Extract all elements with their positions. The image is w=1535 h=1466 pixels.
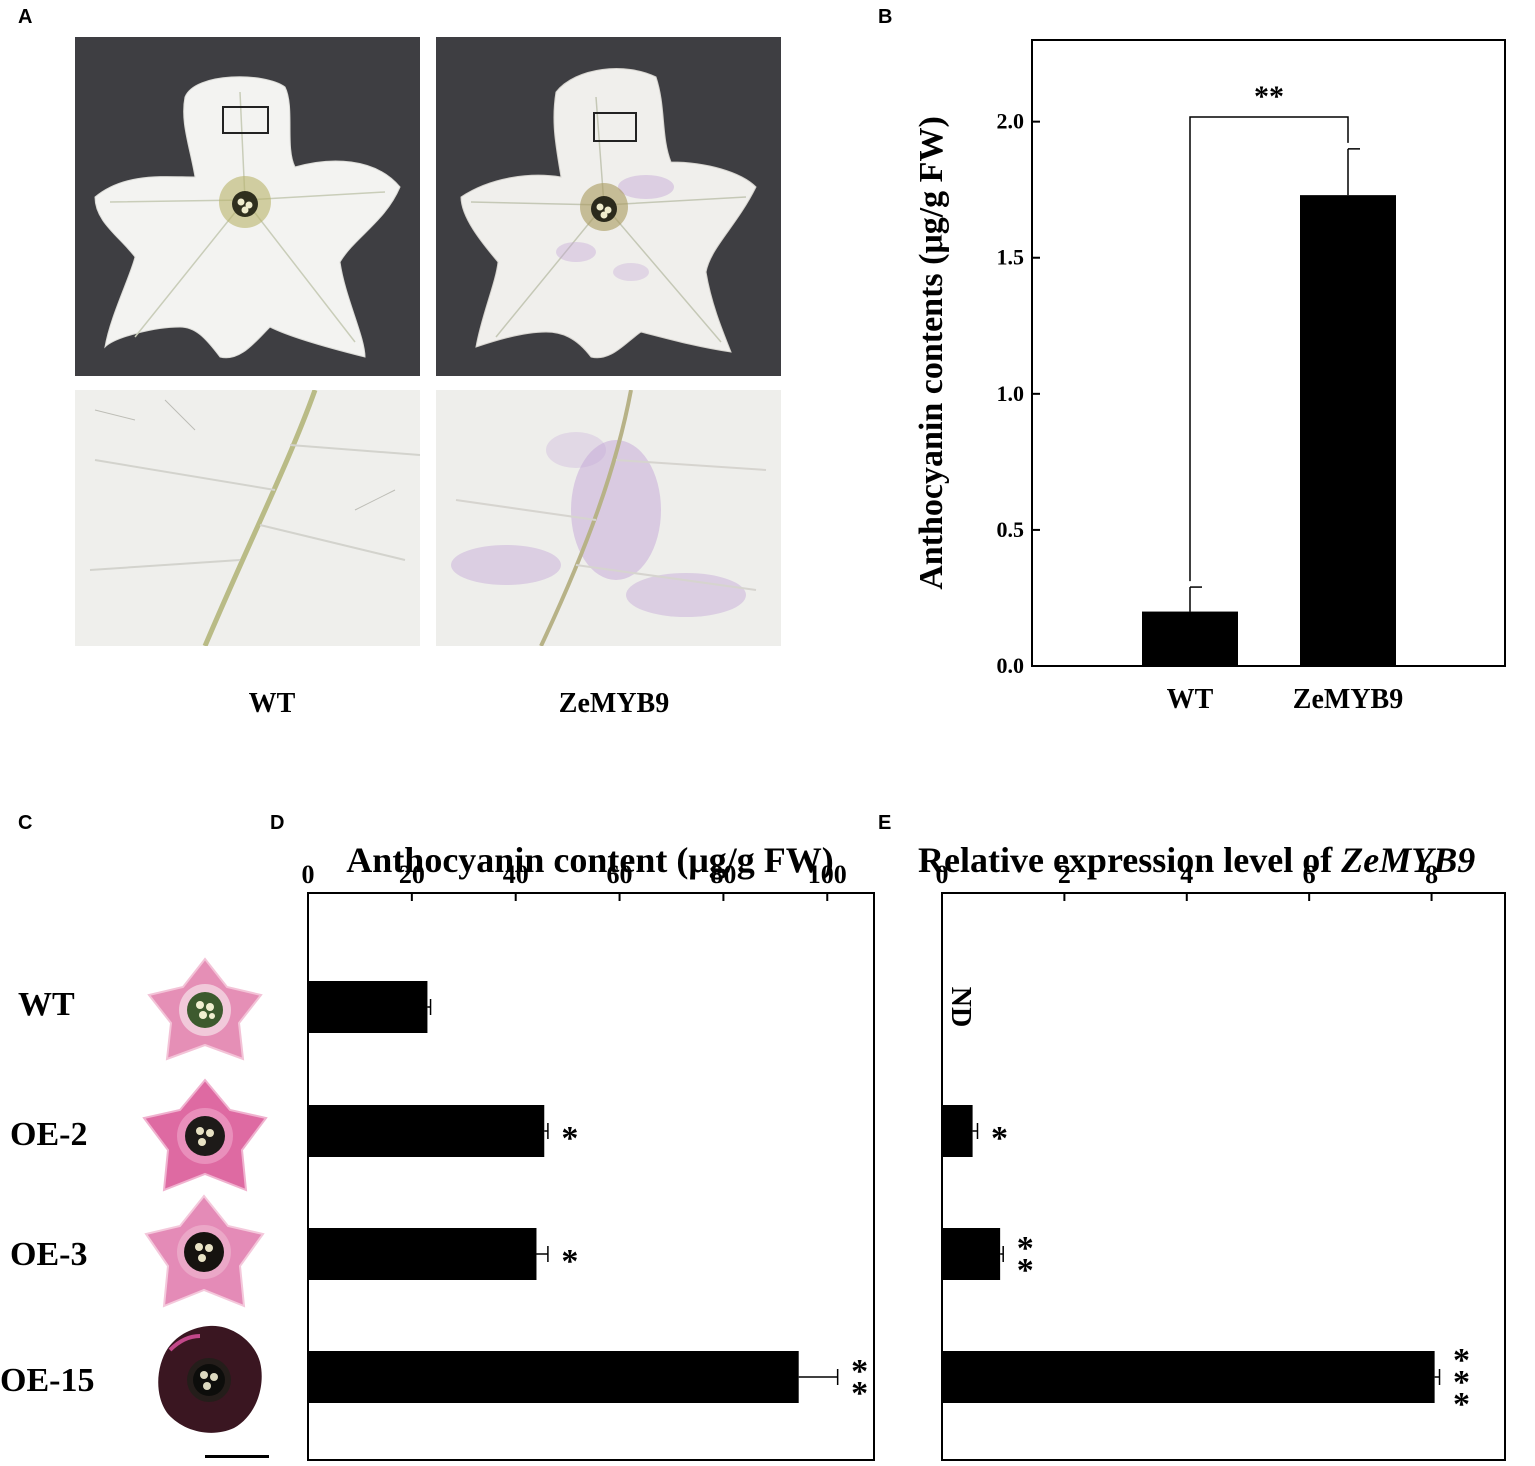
chart-b-significance: ** xyxy=(1254,80,1284,113)
row-label-oe-3: OE-3 xyxy=(10,1236,88,1273)
wt-petal-closeup-photo xyxy=(75,390,420,646)
caption-zemyb9: ZeMYB9 xyxy=(558,688,670,719)
chart-b: 0.0 0.5 1.0 1.5 2.0 WT ZeMYB9 ** Anthocyanin con… xyxy=(913,39,1506,715)
oe-15-tobacco-flower-photo xyxy=(158,1325,262,1433)
chart-d-bar xyxy=(308,1228,537,1280)
panel-label-a: A xyxy=(18,6,33,28)
chart-e-significance: * * xyxy=(1017,1230,1034,1289)
chart-d-bar xyxy=(308,1351,799,1403)
oe-3-tobacco-flower-photo xyxy=(144,1194,265,1308)
zemyb9-petal-closeup-photo xyxy=(436,390,781,646)
chart-e-xtick-label: 2 xyxy=(1058,860,1071,889)
chart-b-ytick-label: 1.0 xyxy=(997,381,1025,406)
chart-b-category-label: ZeMYB9 xyxy=(1293,684,1403,715)
oe-2-tobacco-flower-photo xyxy=(142,1078,268,1192)
chart-d-xtick-label: 20 xyxy=(399,860,425,889)
chart-b-bar xyxy=(1142,611,1238,666)
chart-b-significance-bracket xyxy=(1189,116,1349,582)
chart-e-xtick-label: 8 xyxy=(1425,860,1438,889)
chart-b-bar xyxy=(1300,195,1396,666)
chart-b-frame xyxy=(1031,39,1506,667)
chart-b-category-label: WT xyxy=(1167,684,1214,715)
wt-flower-photo xyxy=(75,37,420,376)
chart-b-ytick-label: 0.5 xyxy=(997,517,1025,542)
chart-d-xtick-label: 40 xyxy=(503,860,529,889)
chart-d-bar xyxy=(308,1105,545,1157)
chart-d-frame xyxy=(307,892,875,1461)
chart-b-ylabel: Anthocyanin contents (μg/g FW) xyxy=(913,116,950,590)
chart-d-xtick-label: 0 xyxy=(302,860,315,889)
chart-e-xtick-label: 4 xyxy=(1180,860,1193,889)
chart-e-bar xyxy=(942,1228,1001,1280)
chart-b-ytick-label: 1.5 xyxy=(997,245,1025,270)
chart-b-ytick-label: 2.0 xyxy=(997,109,1025,134)
chart-e-annotation-nd: ND xyxy=(945,987,976,1027)
chart-d-xtick-label: 100 xyxy=(808,860,847,889)
chart-e-bar xyxy=(942,1105,973,1157)
chart-b-ytick-label: 0.0 xyxy=(997,653,1025,678)
panel-label-d: D xyxy=(270,812,285,834)
chart-d-significance: * * xyxy=(851,1353,868,1412)
chart-d-xlabel: Anthocyanin content (μg/g FW) xyxy=(346,840,833,880)
chart-e-significance: * * * xyxy=(1453,1342,1470,1423)
chart-d-significance: * xyxy=(561,1120,578,1157)
chart-d-xtick-label: 60 xyxy=(607,860,633,889)
chart-d-significance: * xyxy=(561,1243,578,1280)
chart-e-xlabel: Relative expression level of ZeMYB9 xyxy=(918,840,1475,880)
chart-d-bar xyxy=(308,981,428,1033)
row-label-wt: WT xyxy=(18,986,75,1023)
chart-e-xlabel-gene: ZeMYB9 xyxy=(1340,840,1475,880)
chart-e-xlabel-prefix: Relative expression level of xyxy=(918,840,1341,880)
chart-e-frame xyxy=(941,892,1506,1461)
chart-e-xtick-label: 6 xyxy=(1303,860,1316,889)
row-label-oe-2: OE-2 xyxy=(10,1116,88,1153)
chart-e-xtick-label: 0 xyxy=(936,860,949,889)
wt-tobacco-flower-photo xyxy=(147,957,263,1061)
zemyb9-flower-photo xyxy=(436,37,781,376)
caption-wt: WT xyxy=(248,688,296,719)
row-label-oe-15: OE-15 xyxy=(0,1362,95,1399)
panel-label-b: B xyxy=(878,6,893,28)
panel-label-c: C xyxy=(18,812,33,834)
panel-label-e: E xyxy=(878,812,892,834)
chart-e-significance: * xyxy=(991,1120,1008,1157)
chart-d: 0 20 40 60 80 100*** *Anthocyanin content (μg/… xyxy=(302,840,875,1461)
chart-e-bar xyxy=(942,1351,1435,1403)
chart-d-xtick-label: 80 xyxy=(710,860,736,889)
scale-bar xyxy=(205,1455,269,1458)
